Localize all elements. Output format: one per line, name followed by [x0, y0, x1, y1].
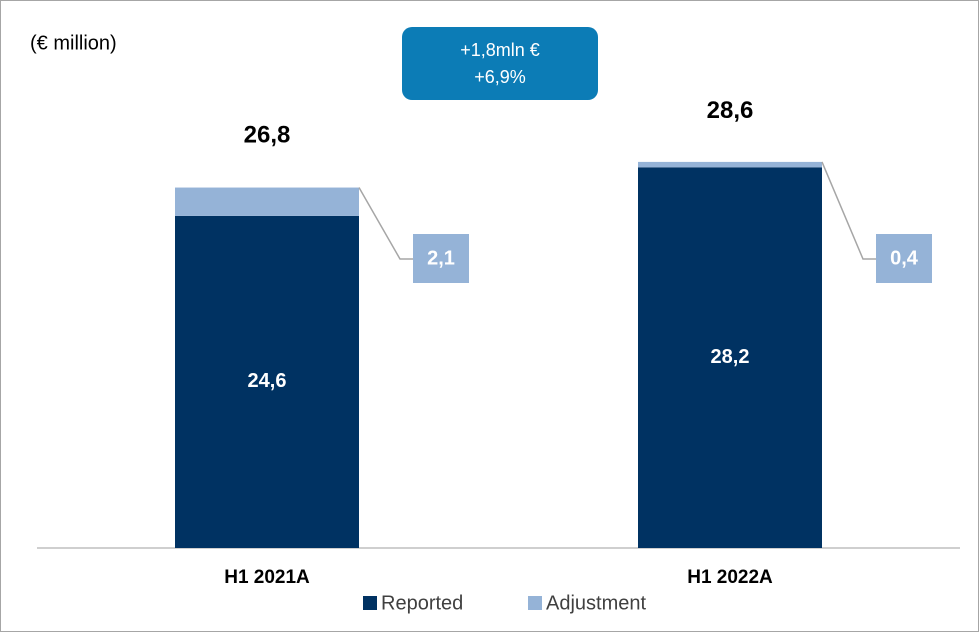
total-label: 28,6	[707, 97, 754, 124]
annotation-box	[402, 27, 598, 100]
x-tick-label: H1 2022A	[687, 567, 773, 588]
annotation-line: +6,9%	[474, 67, 526, 87]
bar-segment	[175, 187, 359, 216]
callout-box	[876, 234, 932, 283]
x-tick-label: H1 2021A	[224, 567, 310, 588]
total-label: 26,8	[244, 122, 291, 149]
bar-segment	[175, 215, 359, 548]
bar-segment	[638, 167, 822, 549]
segment-label: 24,6	[248, 370, 287, 392]
unit-label: (€ million)	[30, 32, 117, 54]
segment-label: 28,2	[711, 346, 750, 368]
leader-line	[821, 161, 876, 260]
bar-segment	[638, 161, 822, 168]
legend-label: Adjustment	[546, 592, 646, 614]
legend-label: Reported	[381, 592, 463, 614]
callout-box	[413, 234, 469, 283]
leader-line	[358, 187, 413, 260]
annotation-line: +1,8mln €	[460, 40, 540, 60]
callout-label: 2,1	[427, 247, 455, 269]
legend-swatch	[528, 596, 542, 610]
callout-label: 0,4	[890, 247, 919, 269]
legend-swatch	[363, 596, 377, 610]
